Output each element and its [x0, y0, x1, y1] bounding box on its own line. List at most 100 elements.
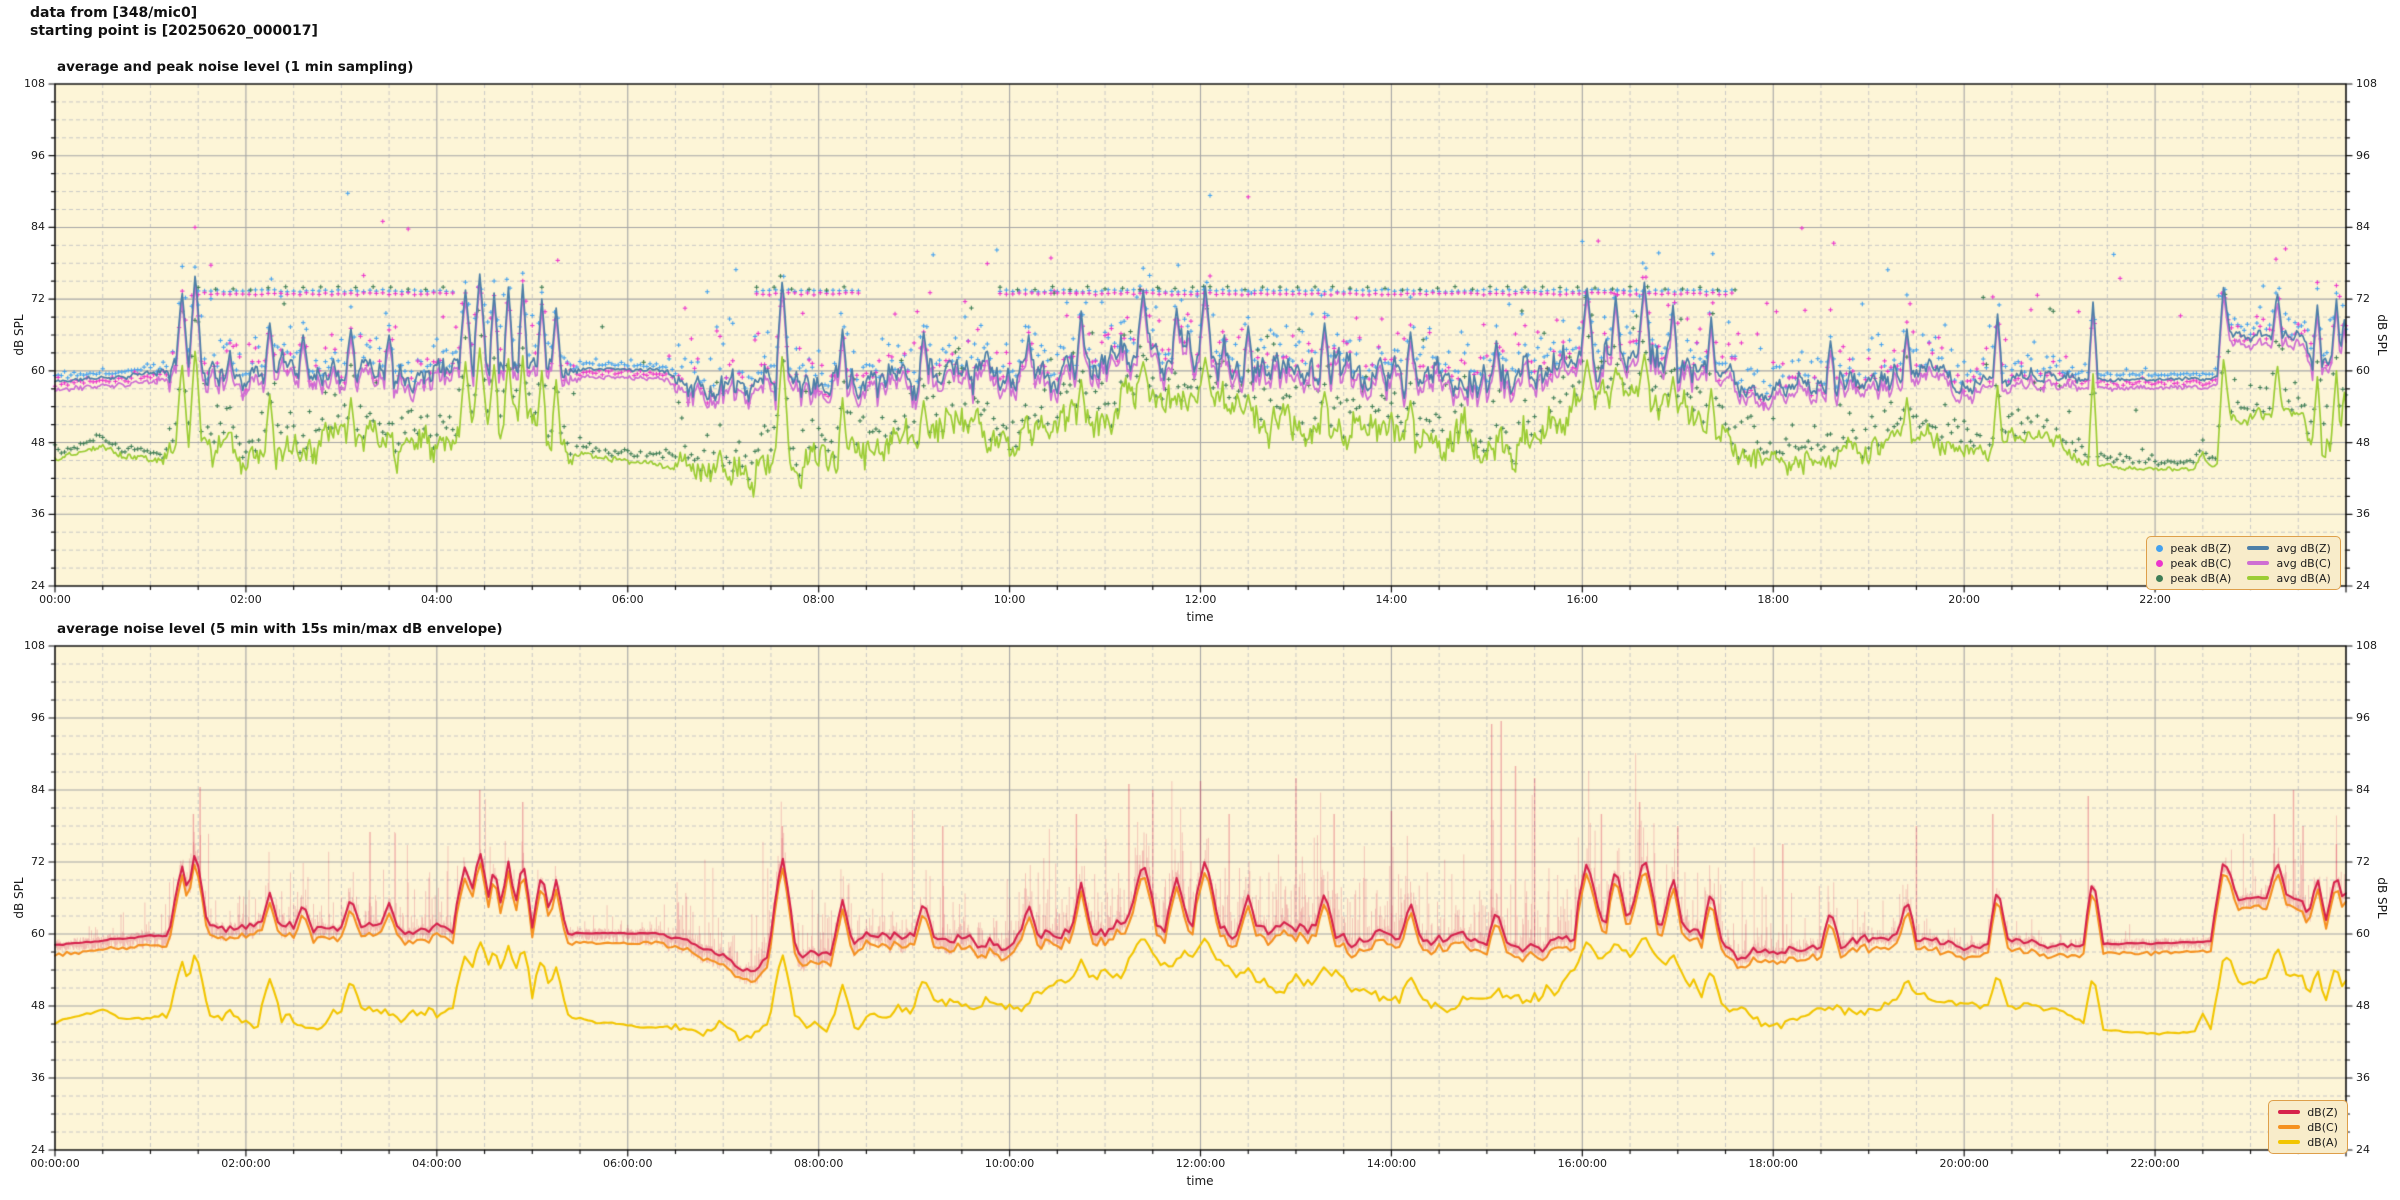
- x-tick-label: 10:00:00: [984, 1157, 1035, 1170]
- y-tick-label: 36: [2356, 507, 2370, 521]
- y-tick-label: 84: [31, 220, 45, 234]
- x-tick-label: 04:00: [420, 593, 453, 606]
- legend-line-marker: [2278, 1140, 2301, 1144]
- legend-column: avg dB(Z) avg dB(C) avg dB(A): [2247, 541, 2331, 585]
- y-tick-label: 36: [2356, 1071, 2370, 1084]
- chart2-canvas: [45, 636, 2356, 1160]
- header-line2: starting point is [20250620_000017]: [30, 23, 318, 39]
- x-tick-label: 20:00:00: [1939, 1157, 1989, 1170]
- y-tick-label: 48: [31, 435, 45, 449]
- legend-item-label: dB(C): [2307, 1120, 2338, 1134]
- legend-line-marker: [2247, 561, 2270, 565]
- legend-item: dB(A): [2278, 1135, 2338, 1149]
- legend-item: avg dB(Z): [2247, 541, 2331, 555]
- x-tick-label: 12:00: [1184, 593, 1217, 606]
- x-tick-label: 08:00:00: [793, 1157, 844, 1170]
- chart2-xlabel: time: [1186, 1174, 1214, 1188]
- y-tick-label: 108: [24, 77, 45, 90]
- y-tick-label: 84: [31, 783, 45, 796]
- y-tick-label: 96: [2356, 711, 2370, 724]
- legend-item: peak dB(A): [2156, 571, 2231, 585]
- chart1-canvas: [45, 74, 2356, 596]
- x-tick-label: 14:00:00: [1366, 1157, 1417, 1170]
- y-tick-label: 108: [2356, 77, 2377, 90]
- y-tick-label: 108: [2356, 639, 2377, 652]
- y-tick-label: 72: [31, 292, 45, 306]
- y-tick-label: 36: [31, 507, 45, 521]
- x-tick-label: 00:00: [39, 593, 71, 606]
- x-tick-label: 02:00: [230, 593, 262, 606]
- legend-item-label: peak dB(Z): [2170, 541, 2232, 555]
- legend-column: dB(Z) dB(C) dB(A): [2278, 1105, 2338, 1149]
- x-tick-label: 10:00: [993, 593, 1026, 606]
- legend-item-label: avg dB(A): [2276, 571, 2331, 585]
- y-tick-label: 36: [31, 1071, 45, 1084]
- legend-item: peak dB(Z): [2156, 541, 2231, 555]
- x-tick-label: 16:00:00: [1557, 1157, 1608, 1170]
- x-tick-label: 14:00: [1375, 593, 1408, 606]
- x-tick-label: 12:00:00: [1175, 1157, 1226, 1170]
- legend-item-label: avg dB(Z): [2276, 541, 2331, 555]
- legend-item-label: peak dB(A): [2170, 571, 2232, 585]
- y-tick-label: 96: [31, 711, 45, 724]
- y-tick-label: 24: [31, 579, 45, 592]
- chart2-legend: dB(Z) dB(C) dB(A): [2268, 1100, 2348, 1154]
- chart2-ylabel-left: dB SPL: [12, 877, 26, 919]
- legend-dot-marker: [2156, 574, 2164, 582]
- y-tick-label: 72: [2356, 855, 2370, 868]
- y-tick-label: 24: [2356, 1143, 2370, 1156]
- legend-item: avg dB(A): [2247, 571, 2331, 585]
- legend-column: peak dB(Z) peak dB(C) peak dB(A): [2156, 541, 2231, 585]
- y-tick-label: 60: [2356, 363, 2370, 377]
- chart2-ylabel-right: dB SPL: [2375, 877, 2389, 919]
- y-tick-label: 84: [2356, 220, 2370, 234]
- legend-line-marker: [2278, 1125, 2301, 1129]
- legend-line-marker: [2247, 576, 2270, 580]
- y-tick-label: 96: [31, 148, 45, 162]
- legend-item: dB(C): [2278, 1120, 2338, 1134]
- legend-item-label: peak dB(C): [2170, 556, 2232, 570]
- chart1-legend: peak dB(Z) peak dB(C) peak dB(A) avg dB(Z) a…: [2146, 536, 2341, 590]
- x-tick-label: 18:00: [1757, 593, 1790, 606]
- x-tick-label: 22:00:00: [2130, 1157, 2180, 1170]
- legend-item-label: avg dB(C): [2276, 556, 2331, 570]
- y-tick-label: 60: [31, 363, 45, 377]
- y-tick-label: 60: [2356, 927, 2370, 940]
- y-tick-label: 108: [24, 639, 45, 652]
- legend-item-label: dB(A): [2307, 1135, 2338, 1149]
- x-tick-label: 16:00: [1566, 593, 1599, 606]
- y-tick-label: 48: [2356, 999, 2370, 1012]
- chart1-xlabel: time: [1186, 610, 1214, 624]
- y-tick-label: 72: [31, 855, 45, 868]
- x-tick-label: 06:00: [611, 593, 644, 606]
- chart2-title: average noise level (5 min with 15s min/…: [57, 621, 503, 637]
- legend-line-marker: [2247, 546, 2270, 550]
- chart1-ylabel-left: dB SPL: [12, 314, 26, 356]
- y-tick-label: 48: [2356, 435, 2370, 449]
- y-tick-label: 60: [31, 927, 45, 940]
- x-tick-label: 08:00: [802, 593, 835, 606]
- chart1-title: average and peak noise level (1 min samp…: [57, 59, 414, 75]
- legend-item: dB(Z): [2278, 1105, 2338, 1119]
- x-tick-label: 04:00:00: [412, 1157, 462, 1170]
- y-tick-label: 96: [2356, 148, 2370, 162]
- legend-dot-marker: [2156, 559, 2164, 567]
- x-tick-label: 06:00:00: [603, 1157, 653, 1170]
- x-tick-label: 02:00:00: [221, 1157, 271, 1170]
- legend-item: avg dB(C): [2247, 556, 2331, 570]
- x-tick-label: 00:00:00: [30, 1157, 80, 1170]
- legend-item-label: dB(Z): [2307, 1105, 2338, 1119]
- legend-item: peak dB(C): [2156, 556, 2231, 570]
- legend-dot-marker: [2156, 544, 2164, 552]
- legend-line-marker: [2278, 1110, 2301, 1114]
- x-tick-label: 22:00: [2139, 593, 2171, 606]
- chart1-ylabel-right: dB SPL: [2375, 314, 2389, 356]
- header-line1: data from [348/mic0]: [30, 5, 198, 21]
- y-tick-label: 24: [2356, 579, 2370, 592]
- x-tick-label: 18:00:00: [1748, 1157, 1798, 1170]
- y-tick-label: 48: [31, 999, 45, 1012]
- y-tick-label: 84: [2356, 783, 2370, 796]
- x-tick-label: 20:00: [1948, 593, 1980, 606]
- y-tick-label: 72: [2356, 292, 2370, 306]
- y-tick-label: 24: [31, 1143, 45, 1156]
